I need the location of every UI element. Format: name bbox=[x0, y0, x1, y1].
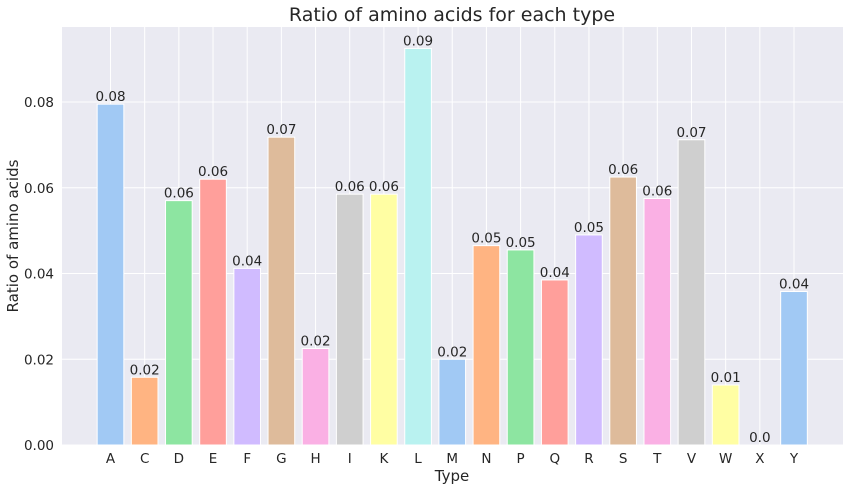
data-label-M: 0.02 bbox=[437, 344, 467, 360]
x-tick-label-D: D bbox=[174, 451, 184, 467]
x-tick-label-E: E bbox=[209, 451, 218, 467]
y-tick-label: 0.00 bbox=[24, 438, 54, 454]
y-tick-label: 0.08 bbox=[24, 95, 54, 111]
bar-F bbox=[233, 267, 262, 446]
data-labels: 0.080.020.060.060.040.070.020.06 0.060.09… bbox=[95, 33, 809, 446]
x-tick-label-I: I bbox=[348, 451, 352, 467]
x-tick-label-K: K bbox=[379, 451, 389, 467]
data-label-T: 0.06 bbox=[642, 183, 672, 199]
data-label-A: 0.08 bbox=[95, 89, 125, 105]
bar-C bbox=[130, 376, 159, 446]
data-label-V: 0.07 bbox=[676, 125, 706, 141]
data-label-N: 0.05 bbox=[471, 231, 501, 247]
bars bbox=[96, 47, 808, 446]
bar-T bbox=[643, 197, 672, 446]
y-tick-label: 0.04 bbox=[24, 267, 54, 283]
data-label-Q: 0.04 bbox=[540, 265, 570, 281]
x-tick-label-V: V bbox=[687, 451, 697, 467]
bar-S bbox=[609, 176, 637, 446]
bar-N bbox=[472, 245, 501, 446]
data-label-C: 0.02 bbox=[130, 362, 160, 378]
y-axis-label: Ratio of amino acids bbox=[4, 159, 22, 312]
x-tick-label-N: N bbox=[481, 451, 491, 467]
bar-L bbox=[404, 47, 432, 446]
x-tick-label-H: H bbox=[310, 451, 320, 467]
bar-P bbox=[506, 249, 535, 446]
data-label-H: 0.02 bbox=[301, 334, 331, 350]
x-tick-label-Q: Q bbox=[549, 451, 560, 467]
bar-Q bbox=[540, 279, 569, 446]
data-label-X: 0.0 bbox=[749, 430, 770, 446]
x-tick-label-C: C bbox=[140, 451, 149, 467]
bar-K bbox=[370, 193, 398, 446]
bar-D bbox=[165, 200, 193, 446]
data-label-Y: 0.04 bbox=[779, 277, 809, 293]
x-tick-label-A: A bbox=[106, 451, 116, 467]
x-tick-label-S: S bbox=[619, 451, 628, 467]
bar-M bbox=[438, 358, 467, 446]
y-tick-label: 0.02 bbox=[24, 352, 54, 368]
data-label-R: 0.05 bbox=[574, 220, 604, 236]
data-label-S: 0.06 bbox=[608, 162, 638, 178]
x-tick-label-W: W bbox=[719, 451, 732, 467]
data-label-I: 0.06 bbox=[335, 179, 365, 195]
bar-A bbox=[96, 103, 125, 446]
y-tick-label: 0.06 bbox=[24, 181, 54, 197]
data-label-K: 0.06 bbox=[369, 179, 399, 195]
x-axis-label: Type bbox=[434, 467, 469, 485]
bar-Y bbox=[780, 291, 808, 446]
data-label-F: 0.04 bbox=[232, 253, 262, 269]
data-label-D: 0.06 bbox=[164, 186, 194, 202]
bar-H bbox=[301, 348, 330, 446]
bar-R bbox=[575, 234, 603, 446]
x-tick-label-T: T bbox=[652, 451, 662, 467]
x-tick-label-F: F bbox=[243, 451, 251, 467]
data-label-P: 0.05 bbox=[506, 235, 536, 251]
bar-E bbox=[199, 178, 227, 446]
data-label-G: 0.07 bbox=[266, 122, 296, 138]
x-tick-label-L: L bbox=[414, 451, 422, 467]
x-tick-label-P: P bbox=[517, 451, 525, 467]
x-tick-label-M: M bbox=[446, 451, 458, 467]
x-tick-label-X: X bbox=[755, 451, 764, 467]
bar-I bbox=[335, 193, 364, 446]
y-tick-labels: 0.00 0.02 0.04 0.06 0.08 bbox=[24, 95, 54, 454]
x-tick-label-G: G bbox=[276, 451, 286, 467]
bar-G bbox=[267, 136, 296, 446]
bar-W bbox=[711, 384, 740, 446]
data-label-E: 0.06 bbox=[198, 164, 228, 180]
x-tick-label-R: R bbox=[584, 451, 593, 467]
bar-V bbox=[677, 139, 706, 446]
chart-title: Ratio of amino acids for each type bbox=[289, 4, 615, 26]
data-label-W: 0.01 bbox=[711, 370, 741, 386]
x-tick-label-Y: Y bbox=[789, 451, 799, 467]
data-label-L: 0.09 bbox=[403, 33, 433, 49]
